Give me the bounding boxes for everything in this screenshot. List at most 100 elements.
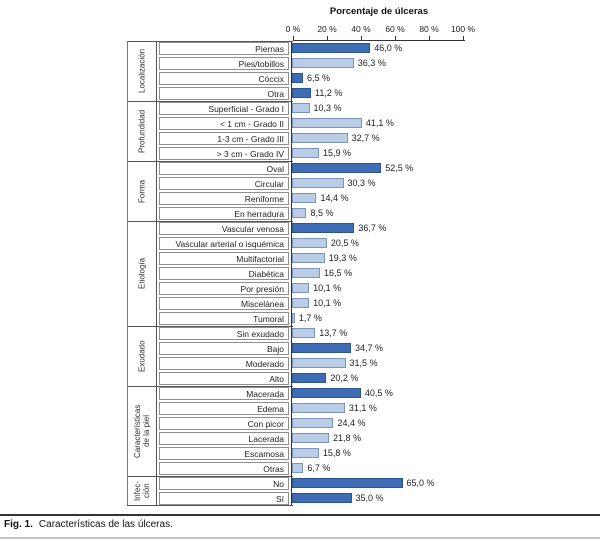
value-label: 13,7 %	[319, 328, 348, 338]
bar-track: 14,4 %	[291, 191, 600, 206]
bar	[292, 133, 348, 143]
category-label: Escamosa	[159, 447, 289, 460]
category-label: Sin exudado	[159, 327, 289, 340]
bar-row: Multifactorial 19,3 %	[157, 251, 600, 266]
bar-row: En herradura 8,5 %	[157, 206, 600, 221]
bar-row: Piernas 46,0 %	[157, 41, 600, 56]
chart-group: Profundidad Superficial - Grado I 10,3 % < …	[127, 101, 600, 161]
bar-row: Alto 20,2 %	[157, 371, 600, 386]
category-label: Miscelánea	[159, 297, 289, 310]
bar-track: 16,5 %	[291, 266, 600, 281]
category-label: Pies/tobillos	[159, 57, 289, 70]
x-tick-mark	[293, 36, 294, 40]
bar	[292, 178, 344, 188]
bar-track: 24,4 %	[291, 416, 600, 431]
bar-row: Oval 52,5 %	[157, 161, 600, 176]
bar	[292, 358, 346, 368]
x-tick-mark	[361, 36, 362, 40]
bar	[292, 283, 310, 293]
category-label: < 1 cm - Grado II	[159, 117, 289, 130]
caption-divider	[0, 514, 600, 516]
value-label: 24,4 %	[337, 418, 366, 428]
bar-row: Sin exudado 13,7 %	[157, 326, 600, 341]
bar	[292, 163, 382, 173]
value-label: 36,7 %	[358, 223, 387, 233]
x-tick-label: 40 %	[351, 24, 371, 34]
bar-row: Con picor 24,4 %	[157, 416, 600, 431]
category-label: 1-3 cm - Grado III	[159, 132, 289, 145]
x-tick-mark	[327, 36, 328, 40]
bar	[292, 253, 325, 263]
bar-track: 21,8 %	[291, 431, 600, 446]
bar-row: Reniforme 14,4 %	[157, 191, 600, 206]
chart-group: Etiología Vascular venosa 36,7 % Vascular a…	[127, 221, 600, 326]
bar-track: 41,1 %	[291, 116, 600, 131]
bottom-divider	[0, 537, 600, 539]
category-label: Bajo	[159, 342, 289, 355]
bar	[292, 208, 307, 218]
bar-track: 15,9 %	[291, 146, 600, 161]
value-label: 20,5 %	[330, 238, 359, 248]
bar-track: 35,0 %	[291, 491, 600, 506]
value-label: 41,1 %	[365, 118, 394, 128]
category-label: Edema	[159, 402, 289, 415]
bar	[292, 298, 310, 308]
category-label: Por presión	[159, 282, 289, 295]
bar-track: 46,0 %	[291, 41, 600, 56]
category-label: Vascular venosa	[159, 222, 289, 235]
bar-row: Lacerada 21,8 %	[157, 431, 600, 446]
value-label: 52,5 %	[385, 163, 414, 173]
bar-track: 10,1 %	[291, 296, 600, 311]
category-label: Circular	[159, 177, 289, 190]
bar-row: Otras 6,7 %	[157, 461, 600, 476]
value-label: 46,0 %	[374, 43, 403, 53]
value-label: 1,7 %	[298, 313, 322, 323]
bar-track: 36,3 %	[291, 56, 600, 71]
bar	[292, 448, 319, 458]
value-label: 34,7 %	[354, 343, 384, 353]
value-label: 65,0 %	[406, 478, 435, 488]
bar-track: 10,1 %	[291, 281, 600, 296]
bar	[292, 343, 351, 353]
category-label: > 3 cm - Grado IV	[159, 147, 289, 160]
category-label: Superficial - Grado I	[159, 102, 289, 115]
bar	[292, 478, 403, 488]
bar-track: 40,5 %	[291, 386, 600, 401]
x-tick-label: 80 %	[419, 24, 439, 34]
category-label: Oval	[159, 162, 289, 175]
bar-row: Sí 35,0 %	[157, 491, 600, 506]
category-label: Diabética	[159, 267, 289, 280]
bar-track: 20,5 %	[291, 236, 600, 251]
value-label: 6,7 %	[307, 463, 331, 473]
group-label: Profundidad	[127, 101, 157, 161]
bar-row: Edema 31,1 %	[157, 401, 600, 416]
value-label: 14,4 %	[320, 193, 349, 203]
bar-row: Por presión 10,1 %	[157, 281, 600, 296]
bar-track: 8,5 %	[291, 206, 600, 221]
value-label: 15,9 %	[323, 148, 352, 158]
bar	[292, 388, 361, 398]
bar-row: > 3 cm - Grado IV 15,9 %	[157, 146, 600, 161]
group-label: Localización	[127, 41, 157, 101]
bar	[292, 463, 304, 473]
group-label: Forma	[127, 161, 157, 221]
category-label: Alto	[159, 372, 289, 385]
bar-track: 31,5 %	[291, 356, 600, 371]
bar-row: Macerada 40,5 %	[157, 386, 600, 401]
x-tick-mark	[395, 36, 396, 40]
x-tick-label: 20 %	[317, 24, 337, 34]
bar	[292, 103, 310, 113]
category-label: Cóccix	[159, 72, 289, 85]
x-tick-mark	[463, 36, 464, 40]
bar	[292, 493, 352, 503]
bar-row: Pies/tobillos 36,3 %	[157, 56, 600, 71]
bar-track: 52,5 %	[291, 161, 600, 176]
value-label: 35,0 %	[355, 493, 384, 503]
bar-row: Circular 30,3 %	[157, 176, 600, 191]
bar	[292, 148, 320, 158]
x-axis-tick-labels: 0 % 20 % 40 % 60 % 80 % 100 %	[286, 24, 475, 35]
category-label: Con picor	[159, 417, 289, 430]
category-label: Lacerada	[159, 432, 289, 445]
category-label: Vascular arterial o isquémica	[159, 237, 289, 250]
value-label: 10,1 %	[313, 298, 342, 308]
